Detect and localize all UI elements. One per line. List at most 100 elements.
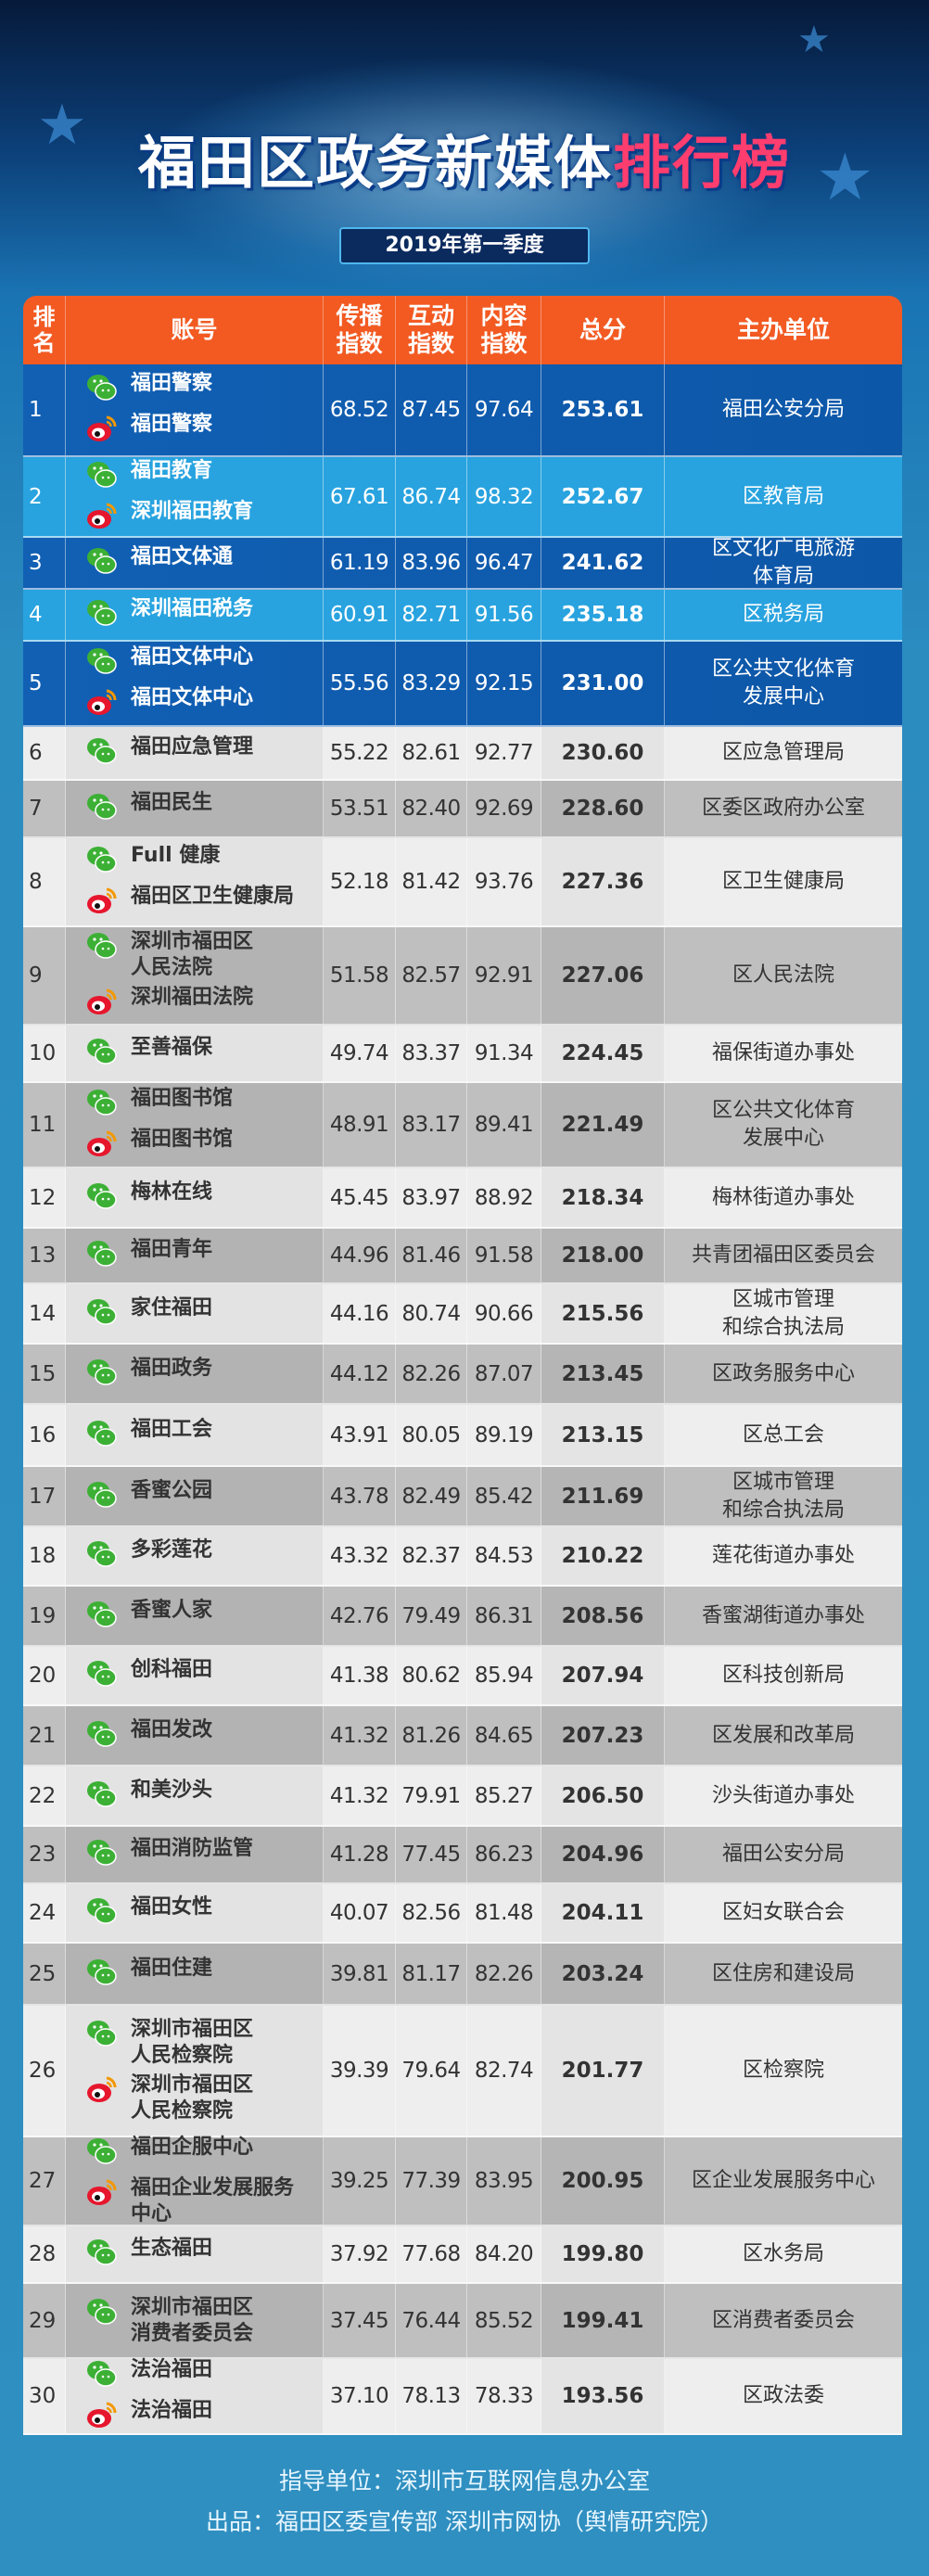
wechat-icon [86,1894,131,1932]
table-row: 16 福田工会 43.91 80.05 89.19 213.15 区总工会 [23,1405,902,1467]
total-score: 235.18 [541,590,665,640]
spread-index: 61.19 [324,538,396,588]
host-organization: 福保街道办事处 [711,1041,855,1065]
total-score: 208.56 [541,1587,665,1645]
account-entry: 福田图书馆 [86,1086,233,1123]
content-index: 85.27 [467,1766,541,1825]
table-row: 15 福田政务 44.12 82.26 87.07 213.45 区政务服务中心 [23,1345,902,1405]
host-organization: 区总工会 [742,1422,824,1447]
wechat-icon [86,1657,131,1694]
account-entry: 福田区卫生健康局 [86,884,294,921]
account-cell: 多彩莲花 [66,1527,324,1585]
total-score: 204.96 [541,1827,665,1882]
host-organization: 区检察院 [742,2059,824,2082]
spread-index: 44.16 [324,1284,396,1343]
table-row: 8 Full 健康 福田区卫生健康局 52.18 81.42 93.76 227.… [23,838,902,927]
spread-index: 37.92 [324,2226,396,2282]
wechat-icon [86,1836,131,1873]
host-organization: 区教育局 [742,484,824,508]
total-score: 227.06 [541,927,665,1024]
table-row: 23 福田消防监管 41.28 77.45 86.23 204.96 福田公安分… [23,1827,902,1884]
host-organization: 区政法委 [742,2384,824,2407]
spread-index: 49.74 [324,1026,396,1081]
wechat-icon [86,1537,131,1575]
weibo-icon [86,985,131,1022]
interact-index: 80.74 [396,1284,467,1343]
content-index: 91.58 [467,1229,541,1282]
account-cell: 福田消防监管 [66,1827,324,1882]
content-index: 92.15 [467,642,541,725]
wechat-icon [86,1086,131,1123]
rank: 21 [23,1706,66,1765]
account-cell: 福田文体通 [66,538,324,588]
account-entry: 福田图书馆 [86,1127,233,1164]
account-cell: 福田民生 [66,781,324,836]
total-score: 210.22 [541,1527,665,1585]
account-name: 福田企业发展服务 中心 [131,2176,295,2225]
account-name: 深圳福田教育 [131,499,254,523]
account-name: 深圳市福田区 消费者委员会 [131,2295,254,2345]
weibo-icon [86,884,131,921]
rank: 28 [23,2226,66,2282]
weibo-icon [86,2072,131,2110]
host-organization: 区卫生健康局 [721,870,845,893]
rank: 15 [23,1345,66,1403]
content-index: 86.31 [467,1587,541,1645]
rank: 24 [23,1884,66,1942]
table-row: 17 香蜜公园 43.78 82.49 85.42 211.69 区城市管理 和… [23,1467,902,1527]
account-entry: 法治福田 [86,2357,212,2394]
table-row: 26 深圳市福田区 人民检察院 深圳市福田区 人民检察院 39.39 79.64 … [23,2006,902,2137]
account-entry: 福田企服中心 [86,2135,253,2172]
wechat-icon [86,1035,131,1072]
content-index: 82.26 [467,1944,541,2004]
spread-index: 41.38 [324,1647,396,1704]
account-cell: 深圳市福田区 人民检察院 深圳市福田区 人民检察院 [66,2006,324,2136]
account-entry: 法治福田 [86,2398,212,2435]
account-name: 福田警察 [131,413,213,436]
table-row: 3 福田文体通 61.19 83.96 96.47 241.62 区文化广电旅游… [23,537,902,590]
host-organization: 区委区政府办公室 [701,797,865,820]
table-row: 28 生态福田 37.92 77.68 84.20 199.80 区水务局 [23,2226,902,2284]
interact-index: 82.49 [396,1467,467,1525]
account-name: 多彩莲花 [131,1538,213,1562]
account-cell: 深圳市福田区 人民法院 深圳福田法院 [66,927,324,1024]
account-entry: 福田警察 [86,412,212,449]
account-cell: 深圳市福田区 消费者委员会 [66,2284,324,2357]
rank: 23 [23,1827,66,1882]
total-score: 213.45 [541,1345,665,1403]
account-name: Full 健康 [131,844,221,867]
rank: 9 [23,927,66,1024]
host-organization: 区公共文化体育 发展中心 [711,1099,855,1150]
account-entry: 深圳市福田区 人民检察院 [86,2017,253,2069]
spread-index: 52.18 [324,838,396,925]
account-entry: 至善福保 [86,1035,212,1072]
table-row: 13 福田青年 44.96 81.46 91.58 218.00 共青团福田区委… [23,1229,902,1284]
content-index: 85.94 [467,1647,541,1704]
account-cell: 福田女性 [66,1884,324,1942]
page-title: 福田区政务新媒体排行榜 [0,116,929,199]
interact-index: 82.26 [396,1345,467,1403]
rank: 17 [23,1467,66,1525]
star-icon: ★ [797,19,831,61]
spread-index: 43.32 [324,1527,396,1585]
interact-index: 83.37 [396,1026,467,1081]
account-cell: 福田工会 [66,1405,324,1465]
rank: 5 [23,642,66,725]
rank: 25 [23,1944,66,2004]
title-highlight: 排行榜 [613,129,792,197]
host-organization: 区城市管理 和综合执法局 [721,1470,845,1522]
content-index: 90.66 [467,1284,541,1343]
account-entry: 福田政务 [86,1356,212,1393]
content-index: 86.23 [467,1827,541,1882]
wechat-icon [86,2295,131,2332]
interact-index: 82.71 [396,590,467,640]
host-organization: 香蜜湖街道办事处 [701,1603,865,1627]
wechat-icon [86,544,131,581]
content-index: 84.20 [467,2226,541,2282]
host-organization: 区公共文化体育 发展中心 [711,657,855,708]
interact-index: 77.39 [396,2137,467,2225]
table-row: 19 香蜜人家 42.76 79.49 86.31 208.56 香蜜湖街道办事… [23,1587,902,1647]
account-name: 福田图书馆 [131,1087,234,1110]
host-organization: 区政务服务中心 [711,1361,855,1385]
content-index: 88.92 [467,1168,541,1227]
